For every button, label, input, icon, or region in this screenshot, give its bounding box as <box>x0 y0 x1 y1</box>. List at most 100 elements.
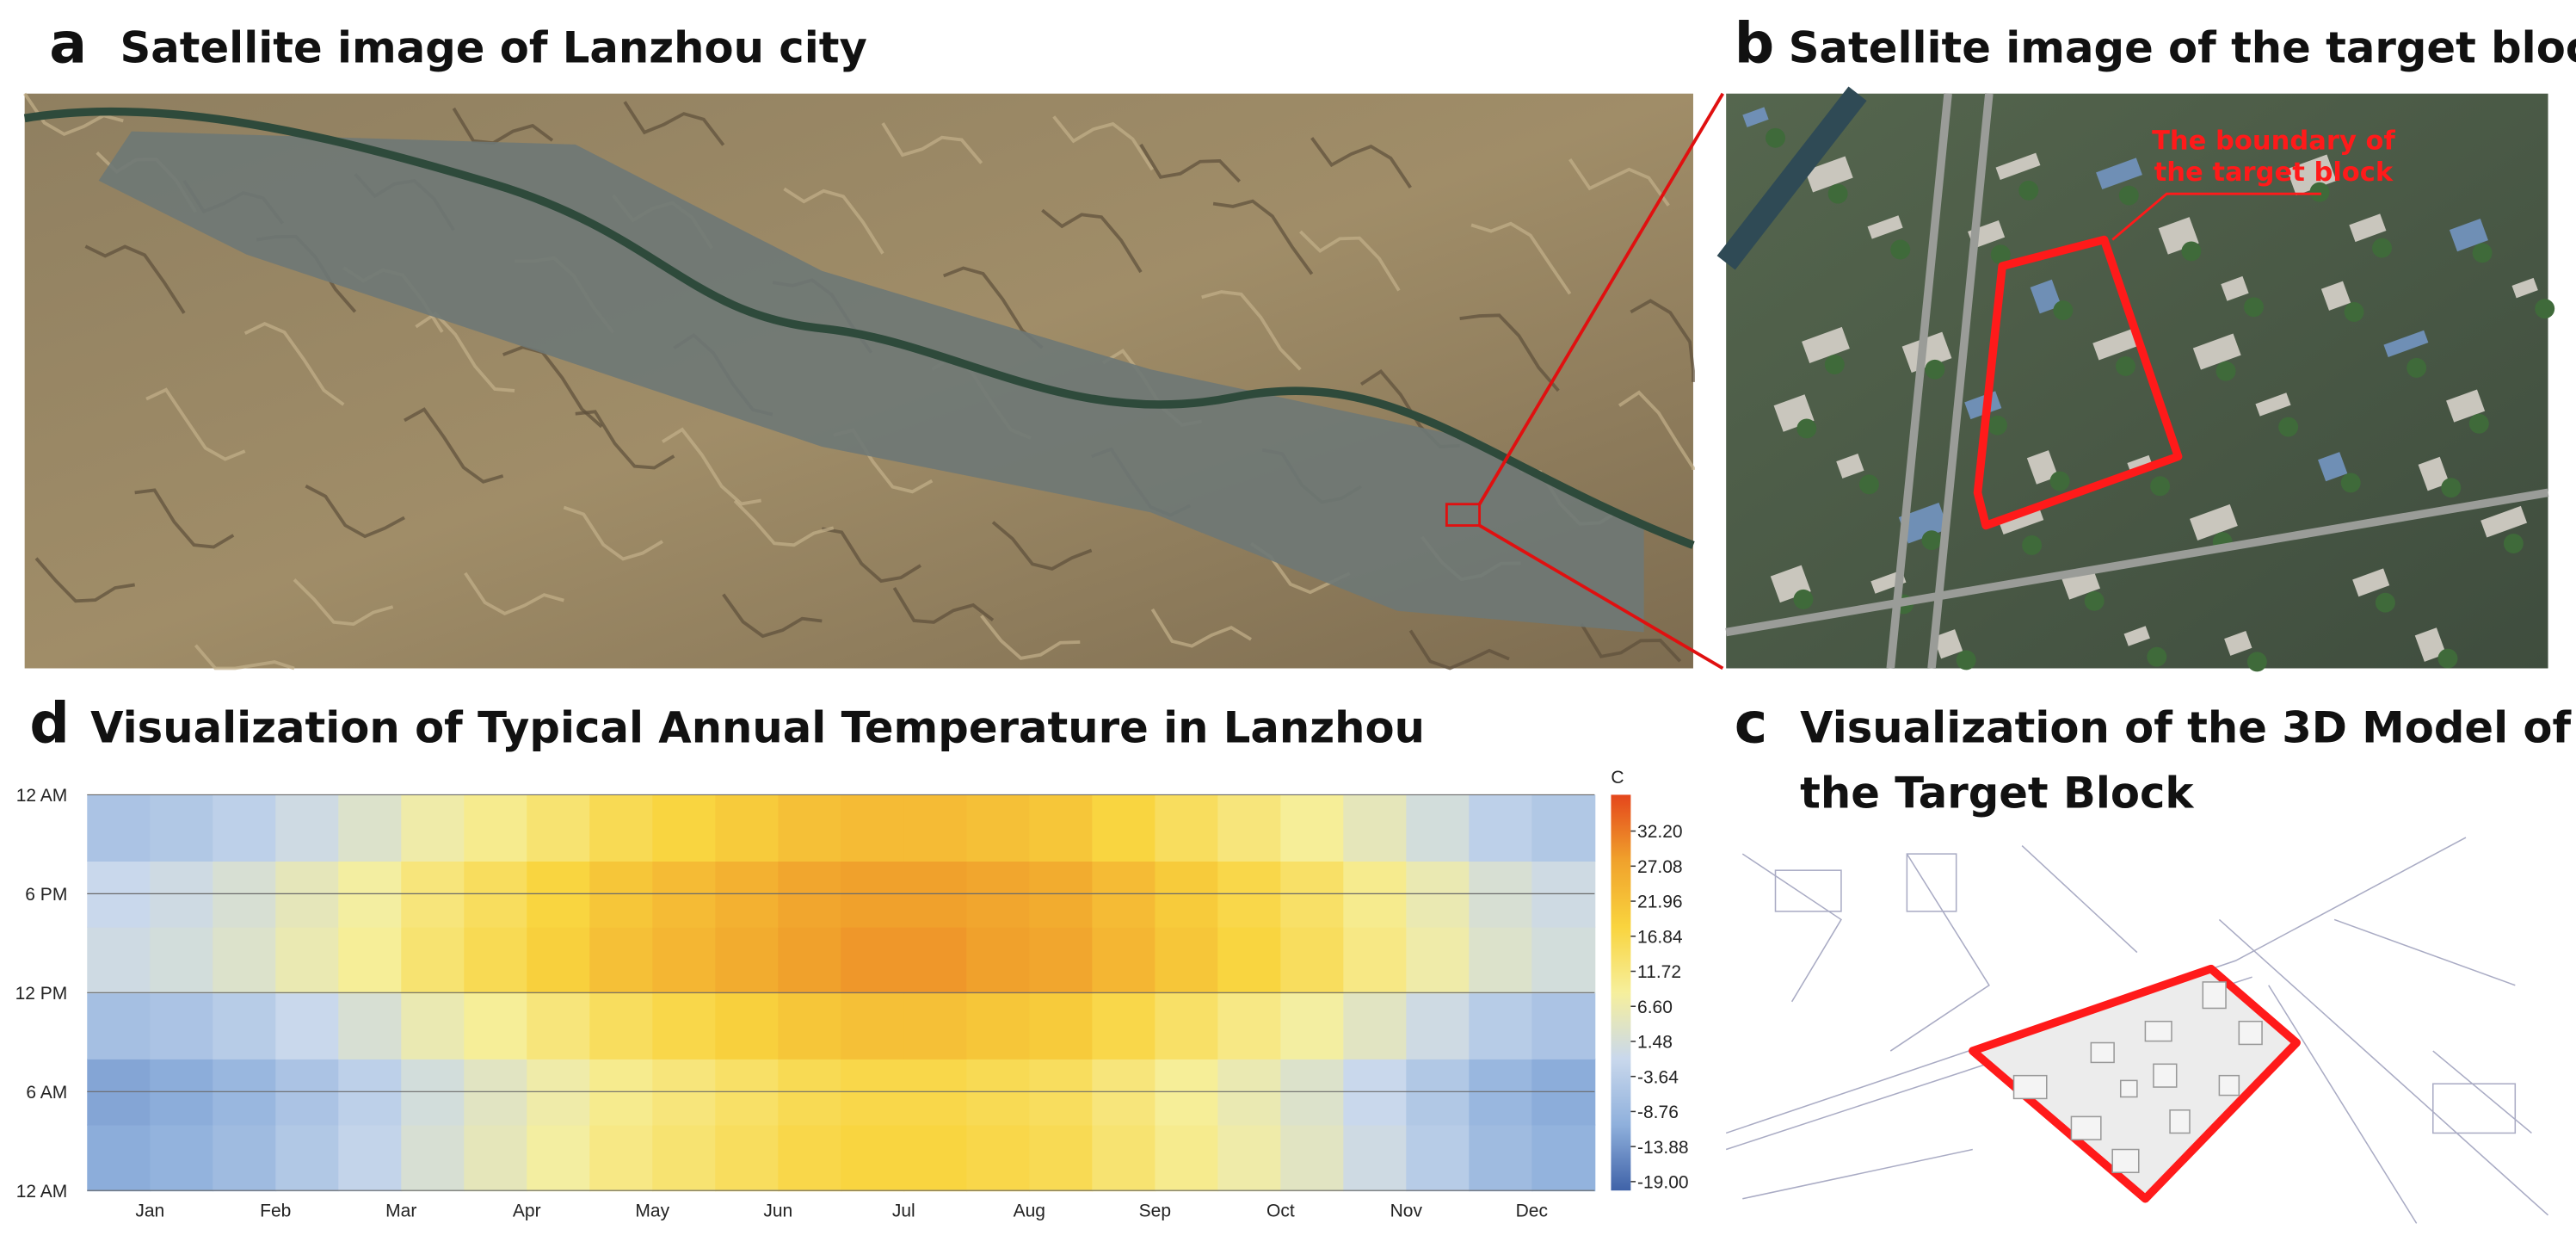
building <box>2511 277 2538 299</box>
heat-cell <box>778 1124 842 1192</box>
heat-cell <box>338 926 403 994</box>
colorbar-label: C <box>1611 768 1624 788</box>
tree <box>2407 357 2427 378</box>
heat-cell <box>652 794 717 862</box>
building <box>2446 389 2486 423</box>
building <box>2418 456 2450 491</box>
heat-cell <box>1092 794 1156 862</box>
heat-cell <box>1280 1124 1345 1192</box>
heat-cell <box>1280 992 1345 1060</box>
heat-cell <box>338 794 403 862</box>
ridge <box>892 587 995 624</box>
ridge <box>783 187 884 255</box>
heat-cell <box>1343 1124 1408 1192</box>
satellite-block <box>1726 93 2548 669</box>
heat-cell <box>1217 992 1282 1060</box>
tree <box>2116 356 2135 376</box>
building <box>2026 450 2059 485</box>
ridge <box>1470 221 1572 295</box>
tree <box>2246 652 2267 672</box>
heat-cell <box>527 794 591 862</box>
tree <box>1827 183 1848 204</box>
colorbar-tick-label: 1.48 <box>1637 1033 1673 1053</box>
urban-area <box>98 131 1644 633</box>
y-tick-label: 12 PM <box>15 984 68 1004</box>
x-tick-label: Feb <box>260 1202 291 1221</box>
heat-cell <box>589 794 654 862</box>
x-tick-label: Jan <box>135 1202 164 1221</box>
heat-cell <box>1029 992 1094 1060</box>
tree <box>2150 476 2171 497</box>
tree <box>1921 530 1942 551</box>
building <box>1804 156 1853 193</box>
ridge <box>404 407 504 484</box>
heat-cell <box>1217 794 1282 862</box>
colorbar-tick-label: 27.08 <box>1637 857 1683 877</box>
ridge <box>1459 313 1560 392</box>
x-tick-label: Aug <box>1014 1202 1045 1221</box>
tree <box>2053 300 2074 321</box>
zoom-line <box>1477 92 1725 505</box>
heat-cell <box>1531 926 1596 994</box>
x-tick-label: Jun <box>763 1202 792 1221</box>
heat-cell <box>338 1124 403 1192</box>
y-tick-label: 6 PM <box>25 885 67 905</box>
colorbar-tick-label: -13.88 <box>1637 1138 1689 1158</box>
heat-cell <box>1280 794 1345 862</box>
building <box>1999 507 2044 535</box>
x-tick-label: Sep <box>1139 1202 1171 1221</box>
ridge <box>623 101 725 146</box>
tree <box>2049 471 2070 491</box>
heat-cell <box>1155 926 1219 994</box>
heat-cell <box>464 926 528 994</box>
heat-cell <box>778 992 842 1060</box>
heat-cell <box>1469 992 1533 1060</box>
ridge <box>991 521 1093 571</box>
heat-cell <box>841 794 905 862</box>
panel-title: Visualization of the 3D Model of <box>1800 702 2572 752</box>
block-boundary <box>1973 235 2183 530</box>
heat-cell <box>652 926 717 994</box>
heat-cell <box>841 926 905 994</box>
heat-cell <box>1155 794 1219 862</box>
ridge <box>243 322 345 406</box>
model-buildings <box>2012 981 2263 1174</box>
building <box>2030 279 2061 314</box>
tree <box>2375 592 2395 613</box>
ridge <box>1041 208 1143 274</box>
heat-cell <box>1092 1124 1156 1192</box>
ridge <box>1150 608 1252 648</box>
annotation: the target block <box>2154 158 2394 188</box>
y-tick-label: 6 AM <box>26 1083 67 1103</box>
canal <box>1716 86 1867 270</box>
ridge <box>1408 629 1510 670</box>
colorbar-tick-label: 16.84 <box>1637 927 1683 947</box>
heat-cell <box>87 992 151 1060</box>
heat-cell <box>1029 1124 1094 1192</box>
building <box>2414 627 2447 662</box>
heat-cell <box>1469 1124 1533 1192</box>
x-tick-label: Mar <box>385 1202 416 1221</box>
tree <box>2244 297 2264 318</box>
tree <box>2215 361 2236 381</box>
panel-label: a <box>49 12 87 77</box>
ridge <box>1139 143 1242 183</box>
ridge <box>563 505 663 561</box>
heat-cell <box>1343 794 1408 862</box>
panel-title: the Target Block <box>1800 769 2194 819</box>
ridge <box>980 615 1081 660</box>
heat-cell <box>275 794 340 862</box>
heat-cell <box>1155 1124 1219 1192</box>
tree <box>2309 182 2330 202</box>
heat-cell <box>966 926 1031 994</box>
ridge <box>452 107 554 145</box>
heat-cell <box>213 1124 277 1192</box>
building <box>2449 219 2488 252</box>
colorbar-tick-label: 11.72 <box>1637 962 1681 982</box>
heat-cell <box>275 1124 340 1192</box>
heat-cell <box>903 794 968 862</box>
ridge <box>194 644 295 670</box>
tree <box>1858 474 1879 495</box>
